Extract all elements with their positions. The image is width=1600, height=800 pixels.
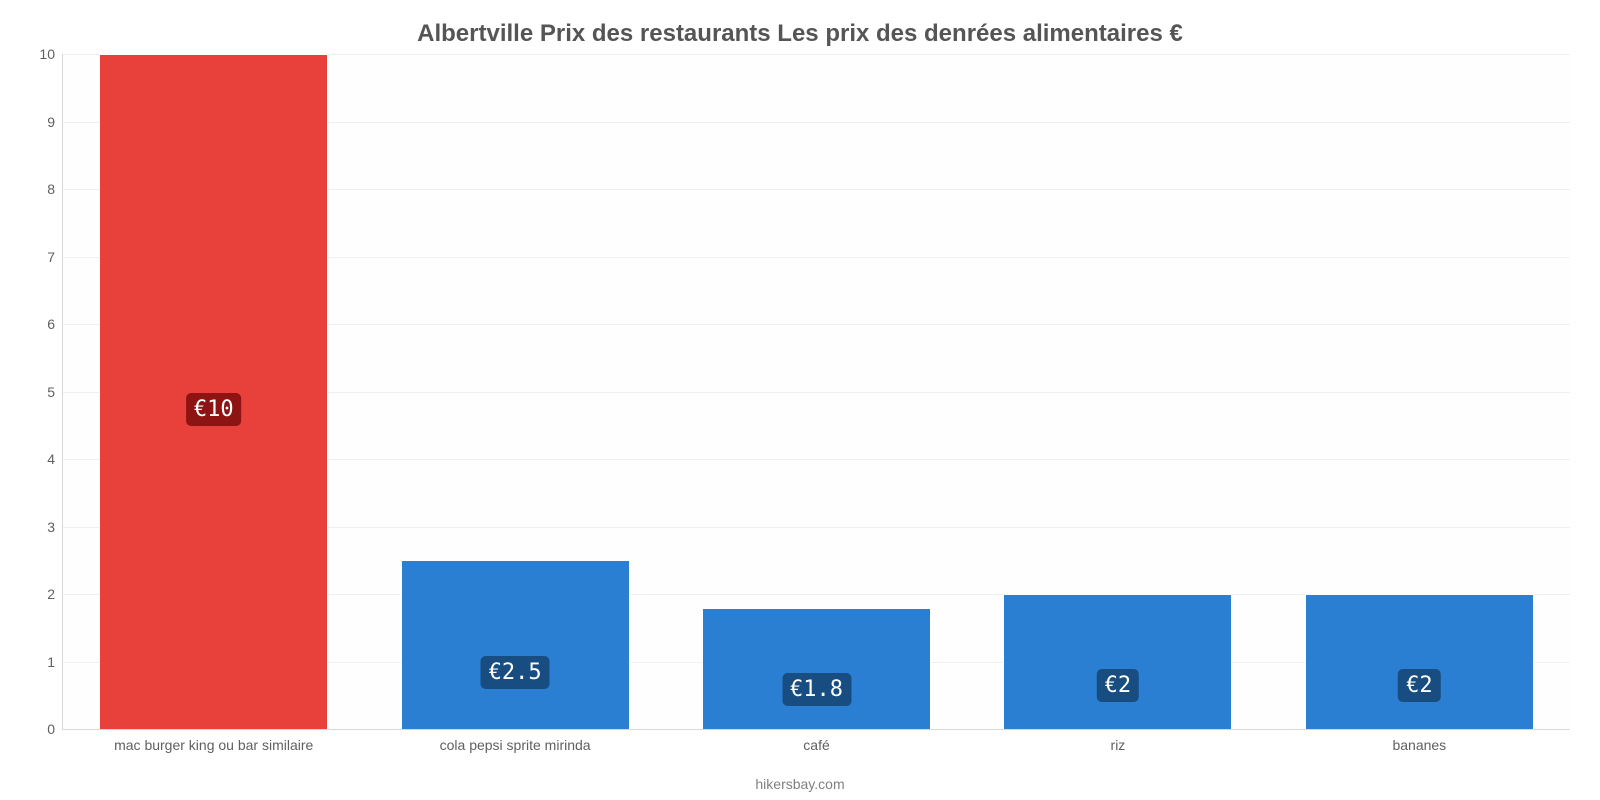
bar: €10 [99, 54, 328, 729]
chart-title: Albertville Prix des restaurants Les pri… [30, 20, 1570, 48]
y-axis-tick-label: 10 [39, 46, 63, 62]
x-axis-tick-label: riz [1111, 729, 1126, 753]
bars-container: €10mac burger king ou bar similaire€2.5c… [63, 54, 1570, 729]
bar: €1.8 [702, 608, 931, 730]
bar: €2 [1305, 594, 1534, 729]
y-axis-tick-label: 3 [47, 519, 63, 535]
y-axis-tick-label: 9 [47, 114, 63, 130]
bar-slot: €2bananes [1269, 54, 1570, 729]
chart-source: hikersbay.com [0, 776, 1600, 792]
value-badge: €10 [186, 393, 242, 426]
bar: €2.5 [401, 560, 630, 729]
y-axis-tick-label: 8 [47, 181, 63, 197]
x-axis-tick-label: mac burger king ou bar similaire [114, 729, 313, 753]
x-axis-tick-label: cola pepsi sprite mirinda [440, 729, 591, 753]
value-badge: €2 [1398, 669, 1441, 702]
y-axis-tick-label: 0 [47, 721, 63, 737]
bar-slot: €2.5cola pepsi sprite mirinda [364, 54, 665, 729]
y-axis-tick-label: 4 [47, 451, 63, 467]
y-axis-tick-label: 7 [47, 249, 63, 265]
y-axis-tick-label: 6 [47, 316, 63, 332]
x-axis-tick-label: café [803, 729, 829, 753]
price-chart: Albertville Prix des restaurants Les pri… [0, 0, 1600, 800]
x-axis-tick-label: bananes [1392, 729, 1446, 753]
y-axis-tick-label: 2 [47, 586, 63, 602]
plot-area: €10mac burger king ou bar similaire€2.5c… [62, 54, 1570, 730]
value-badge: €2 [1097, 669, 1140, 702]
bar-slot: €1.8café [666, 54, 967, 729]
bar-slot: €2riz [967, 54, 1268, 729]
value-badge: €2.5 [481, 656, 550, 689]
y-axis-tick-label: 5 [47, 384, 63, 400]
y-axis-tick-label: 1 [47, 654, 63, 670]
bar: €2 [1003, 594, 1232, 729]
value-badge: €1.8 [782, 673, 851, 706]
bar-slot: €10mac burger king ou bar similaire [63, 54, 364, 729]
